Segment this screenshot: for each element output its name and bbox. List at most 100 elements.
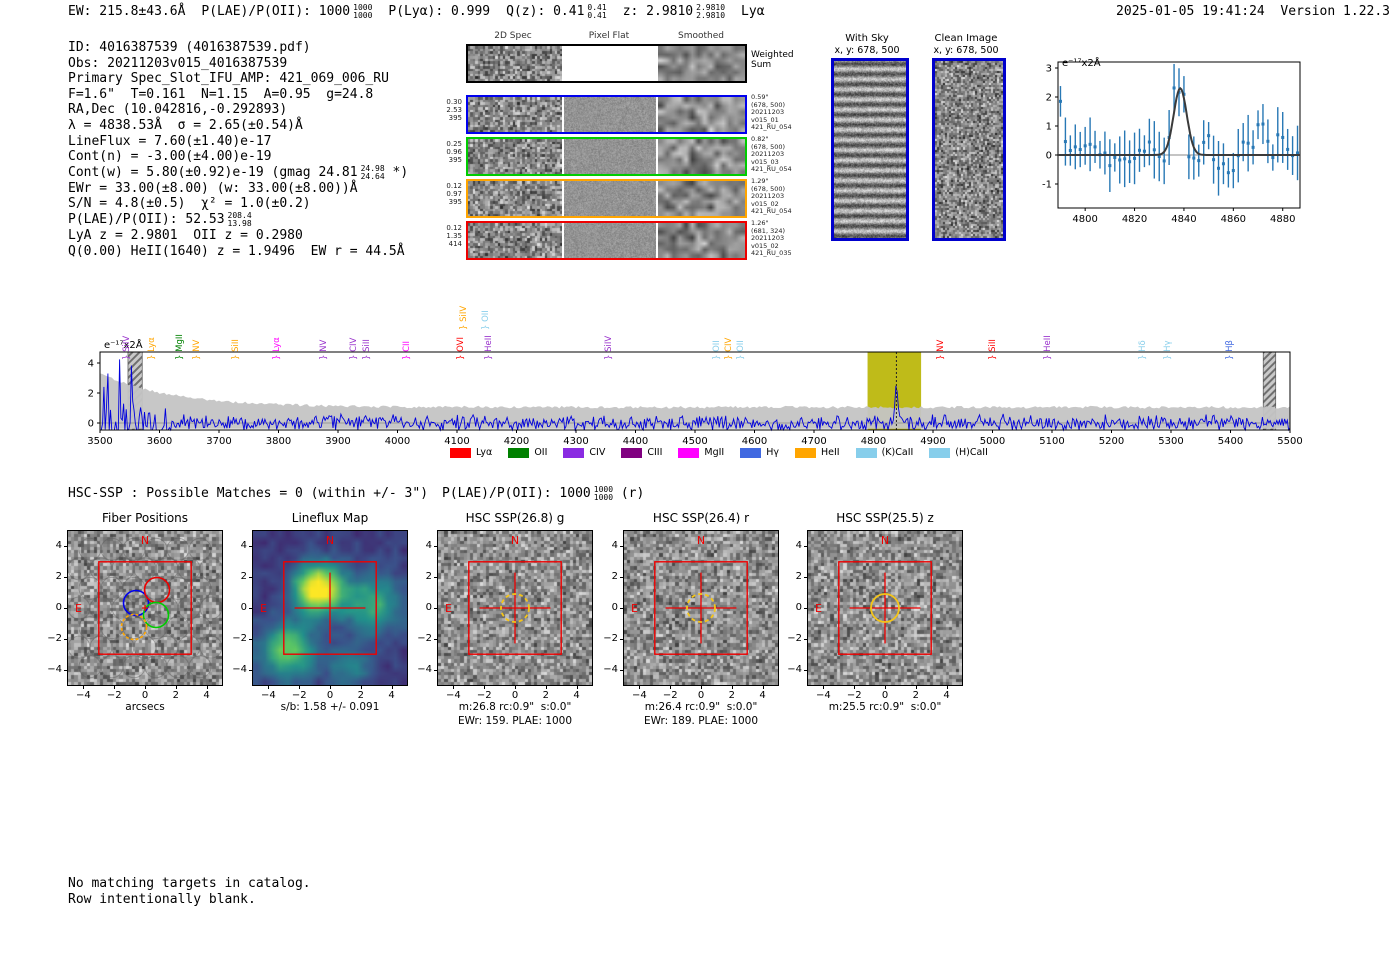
cutout-3-xtick-1: −2 bbox=[662, 690, 678, 701]
strip-3-right-1: (678, 500) bbox=[751, 184, 786, 193]
info-line-1-seg-text: Obs: 20211203v015_4016387539 bbox=[68, 55, 288, 71]
info-line-13: Q(0.00) HeII(1640) z = 1.9496 EW r = 44.… bbox=[68, 244, 408, 260]
header-seg-1-stacked: 1000 1000 bbox=[353, 4, 372, 20]
header-seg-1-hi: 1000 bbox=[353, 3, 373, 12]
cutout-2-crosshair bbox=[479, 572, 551, 644]
spec2d-col-header-1: Pixel Flat bbox=[588, 31, 630, 41]
sky-panel-0-title: With Sky bbox=[845, 33, 889, 44]
line-label-nv-3: } NV bbox=[191, 339, 202, 360]
svg-text:4600: 4600 bbox=[742, 436, 767, 447]
strip-4-right-4: 421_RU_035 bbox=[751, 249, 792, 257]
strip-4-left-1: 1.35 bbox=[446, 232, 462, 240]
strip-2-smoothed-image bbox=[658, 139, 745, 174]
cutout-3-caption-2: EWr: 189. PLAE: 1000 bbox=[643, 715, 759, 727]
header-seg-4-lo: 2.9810 bbox=[696, 11, 726, 20]
cutout-4-aperture-circle bbox=[870, 593, 900, 623]
cutout-4-overlay: NE bbox=[815, 534, 932, 655]
cutout-1-xtickmark-4 bbox=[391, 685, 393, 689]
svg-text:4880: 4880 bbox=[1270, 214, 1295, 222]
cutout-1-crosshair bbox=[294, 572, 366, 644]
hsc-seg-1-tail: (r) bbox=[613, 486, 645, 501]
cutout-3-xtickmark-3 bbox=[731, 685, 733, 689]
info-line-7-seg-text: Cont(n) = -3.00(±4.00)e-19 bbox=[68, 149, 272, 165]
spec2d-strip-0 bbox=[466, 44, 747, 83]
cutout-1-ytick-2: 0 bbox=[240, 602, 247, 613]
cutout-3-ytick-4: −4 bbox=[603, 663, 618, 675]
info-line-9-seg-text: EWr = 33.00(±8.00) (w: 33.00(±8.00))Å bbox=[68, 180, 358, 196]
info-line-10-seg-text: S/N = 4.8(±0.5) χ² = 1.0(±0.2) bbox=[68, 196, 311, 212]
cutout-4-xtickmark-0 bbox=[823, 685, 825, 689]
cutout-1-xtick-1: −2 bbox=[291, 690, 307, 701]
info-line-5-seg: λ = 4838.53Å σ = 2.65(±0.54)Å bbox=[68, 118, 303, 133]
main-plot-wrap: 0 2 4 3500 3600 3700 3800 3900 4000 4100 4200 4300 4… bbox=[88, 268, 1313, 468]
cutout-4-xtickmark-4 bbox=[946, 685, 948, 689]
cutout-3-xtick-0: −4 bbox=[632, 690, 647, 701]
strip-3-seg-1 bbox=[564, 181, 656, 216]
strip-weighted-flat bbox=[564, 46, 656, 81]
cutout-1-compass-e: E bbox=[260, 602, 267, 615]
strip-3-seg-0 bbox=[468, 181, 562, 216]
cutout-3-xtick-3: 2 bbox=[728, 690, 735, 701]
cutout-4-caption-1: m:25.5 rc:0.9" s:0.0" bbox=[828, 701, 942, 713]
svg-text:4860: 4860 bbox=[1221, 214, 1246, 222]
hsc-seg-0: HSC-SSP : Possible Matches = 0 (within +… bbox=[68, 486, 428, 501]
cutout-4-extent-box bbox=[838, 561, 932, 655]
info-line-8-seg-text: Cont(w) = 5.80(±0.92)e-19 (gmag 24.81 bbox=[68, 164, 358, 180]
header-summary: EW: 215.8±43.6Å P(LAE)/P(OII): 1000 1000 10… bbox=[68, 4, 781, 20]
cutout-1-xtick-0: −4 bbox=[261, 690, 276, 701]
strip-3-left-2: 395 bbox=[448, 198, 462, 206]
info-line-11-seg-hi: 208.4 bbox=[227, 210, 252, 220]
cutout-4-ytick-2: 0 bbox=[795, 602, 802, 613]
info-line-1: Obs: 20211203v015_4016387539 bbox=[68, 56, 408, 72]
line-label-siii-4: } SiII bbox=[231, 339, 242, 360]
cutout-3-xtickmark-0 bbox=[639, 685, 641, 689]
cutout-0-compass-e: E bbox=[75, 602, 82, 615]
detection-info-block: ID: 4016387539 (4016387539.pdf) Obs: 2021… bbox=[68, 40, 408, 259]
info-line-4-seg-text: RA,Dec (10.042816,-0.292893) bbox=[68, 102, 288, 118]
cutout-2-aperture-circle bbox=[500, 593, 530, 623]
strip-1-left-1: 2.53 bbox=[446, 106, 462, 114]
line-label-heii-20: } HeII bbox=[1042, 335, 1053, 360]
svg-text:5400: 5400 bbox=[1218, 436, 1243, 447]
cutout-1-ytickmark-0 bbox=[249, 546, 253, 548]
strip-2-right-0: 0.82" bbox=[751, 135, 769, 143]
svg-text:4800: 4800 bbox=[1072, 214, 1097, 222]
svg-text:3900: 3900 bbox=[325, 436, 350, 447]
legend-swatch-4 bbox=[678, 447, 700, 458]
legend-swatch-6 bbox=[795, 447, 816, 458]
cutout-3-ytickmark-2 bbox=[620, 608, 624, 609]
cutout-2-xtickmark-2 bbox=[515, 685, 516, 689]
cutout-4-ytickmark-0 bbox=[804, 546, 808, 548]
cutout-3-ytick-0: 4 bbox=[611, 540, 618, 552]
cutout-2-ytickmark-3 bbox=[434, 638, 438, 640]
cutout-2-ytick-2: 0 bbox=[425, 602, 432, 613]
cutout-1-xtickmark-1 bbox=[299, 685, 301, 689]
info-line-12-seg: LyA z = 2.9801 OII z = 0.2980 bbox=[68, 228, 303, 243]
header-seg-3: Q(z): 0.41 0.41 0.41 bbox=[506, 4, 607, 20]
cutout-4-xtick-3: 2 bbox=[912, 690, 919, 701]
cutout-3-extent-box bbox=[654, 561, 748, 655]
legend-label-3: CIII bbox=[647, 447, 663, 458]
info-line-5-seg-text: λ = 4838.53Å σ = 2.65(±0.54)Å bbox=[68, 117, 303, 133]
header-seg-4-hi: 2.9810 bbox=[696, 3, 726, 12]
legend-label-7: (K)CaII bbox=[881, 447, 914, 458]
header-seg-4-text: z: 2.9810 bbox=[622, 4, 694, 19]
cutout-2-xtick-2: 0 bbox=[511, 690, 519, 701]
strip-4-right-3: v015_02 bbox=[751, 241, 779, 250]
info-line-10: S/N = 4.8(±0.5) χ² = 1.0(±0.2) bbox=[68, 196, 408, 212]
strip-0-2dspec-image bbox=[468, 46, 562, 81]
strip-3-right-3: v015_02 bbox=[751, 199, 779, 208]
hsc-seg-1-text: P(LAE)/P(OII): 1000 bbox=[442, 486, 591, 501]
legend-label-0: Lyα bbox=[476, 447, 493, 458]
footer-note: No matching targets in catalog. Row inte… bbox=[68, 876, 311, 907]
legend-swatch-3 bbox=[621, 447, 643, 458]
info-line-8-seg-tail: *) bbox=[384, 164, 409, 180]
zoom-plot-ticks: -1 0 1 2 3 4800 4820 4840 4860 4880 bbox=[1042, 64, 1295, 223]
header-seg-3-stacked: 0.41 0.41 bbox=[587, 4, 606, 20]
svg-text:1: 1 bbox=[1046, 122, 1052, 133]
cutout-3-caption-1: m:26.4 rc:0.9" s:0.0" bbox=[644, 701, 758, 713]
strip-4-pixelflat-image bbox=[564, 223, 656, 258]
legend-swatch-1 bbox=[508, 447, 530, 458]
info-line-13-seg: Q(0.00) HeII(1640) z = 1.9496 EW r = 44.… bbox=[68, 244, 405, 259]
